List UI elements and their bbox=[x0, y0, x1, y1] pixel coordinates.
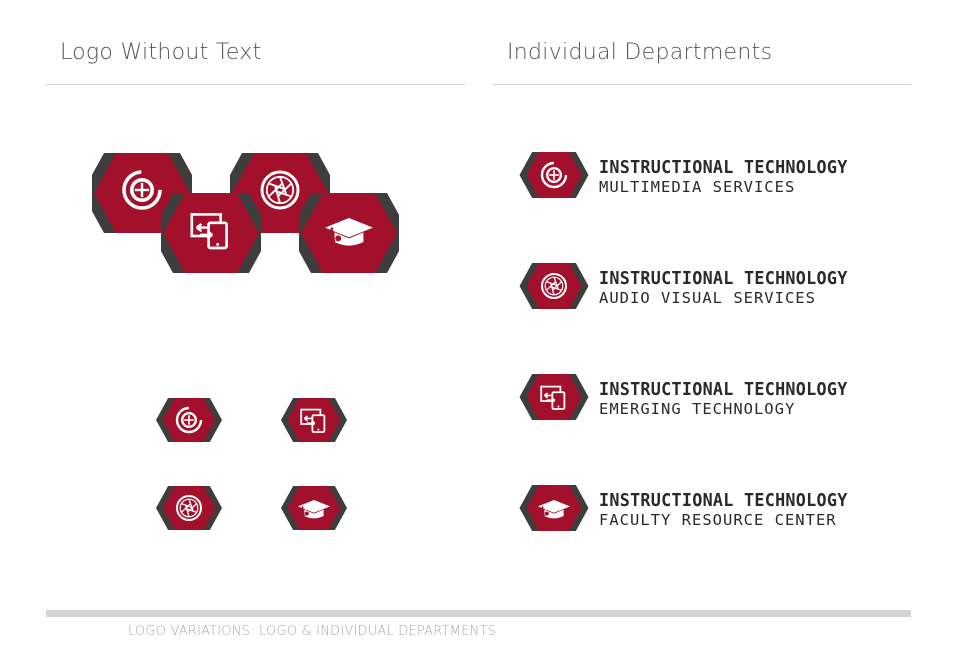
left-divider bbox=[46, 84, 465, 85]
dept-main-label: INSTRUCTIONAL TECHNOLOGY bbox=[599, 490, 848, 511]
device-transfer-icon bbox=[519, 374, 589, 420]
logo-without-text-heading: Logo Without Text bbox=[60, 40, 262, 65]
right-divider bbox=[493, 84, 911, 85]
dept-sub-label: MULTIMEDIA SERVICES bbox=[599, 178, 796, 196]
small-logo-aperture bbox=[156, 486, 222, 530]
combined-logo bbox=[92, 153, 399, 273]
dept-lockup-faculty: INSTRUCTIONAL TECHNOLOGY FACULTY RESOURC… bbox=[512, 485, 912, 535]
dept-lockup-multimedia: INSTRUCTIONAL TECHNOLOGY MULTIMEDIA SERV… bbox=[512, 152, 912, 202]
dept-lockup-audio-visual: INSTRUCTIONAL TECHNOLOGY AUDIO VISUAL SE… bbox=[512, 263, 912, 313]
small-logo-target bbox=[156, 398, 222, 442]
footer-bar bbox=[46, 610, 911, 617]
dept-main-label: INSTRUCTIONAL TECHNOLOGY bbox=[599, 157, 848, 178]
dept-lockup-emerging: INSTRUCTIONAL TECHNOLOGY EMERGING TECHNO… bbox=[512, 374, 912, 424]
small-logo-cap bbox=[281, 486, 347, 530]
individual-departments-heading: Individual Departments bbox=[507, 40, 773, 65]
dept-sub-label: FACULTY RESOURCE CENTER bbox=[599, 511, 837, 529]
camera-aperture-icon bbox=[519, 263, 589, 309]
footer-caption: LOGO VARIATIONS: LOGO & INDIVIDUAL DEPAR… bbox=[128, 624, 496, 639]
combined-logo-cap-badge bbox=[299, 193, 399, 273]
combined-logo-device-badge bbox=[161, 193, 261, 273]
graduation-cap-icon bbox=[519, 485, 589, 531]
dept-main-label: INSTRUCTIONAL TECHNOLOGY bbox=[599, 268, 848, 289]
small-logo-device bbox=[281, 398, 347, 442]
dept-main-label: INSTRUCTIONAL TECHNOLOGY bbox=[599, 379, 848, 400]
dept-sub-label: EMERGING TECHNOLOGY bbox=[599, 400, 796, 418]
target-icon bbox=[519, 152, 589, 198]
dept-sub-label: AUDIO VISUAL SERVICES bbox=[599, 289, 816, 307]
